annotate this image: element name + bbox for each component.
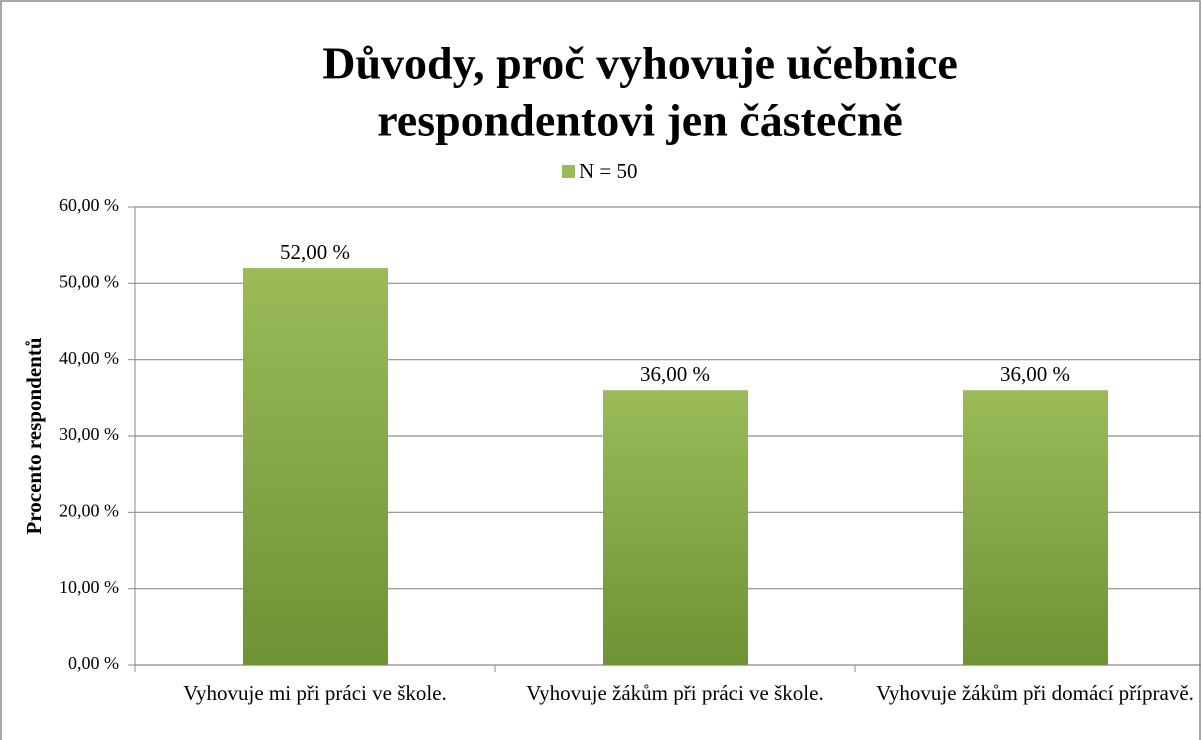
bar [963,390,1108,665]
y-tick-label: 10,00 % [59,577,119,597]
x-tick-label: Vyhovuje mi při práci ve škole. [183,681,447,705]
y-tick-label: 0,00 % [68,653,119,673]
data-label: 52,00 % [280,240,350,264]
legend-label: N = 50 [579,159,638,183]
y-axis-label: Procento respondentů [22,337,46,534]
bar [243,268,388,665]
y-tick-label: 60,00 % [59,195,119,215]
chart-title: respondentovi jen částečně [377,95,903,146]
chart-title: Důvody, proč vyhovuje učebnice [322,38,958,89]
x-tick-label: Vyhovuje žákům při práci ve škole. [526,681,824,705]
x-tick-label: Vyhovuje žákům při domácí přípravě. [876,681,1194,705]
legend-swatch [562,165,575,178]
y-tick-label: 40,00 % [59,348,119,368]
bar [603,390,748,665]
data-label: 36,00 % [1000,362,1070,386]
y-tick-label: 30,00 % [59,424,119,444]
y-tick-label: 20,00 % [59,500,119,520]
y-tick-label: 50,00 % [59,271,119,291]
data-label: 36,00 % [640,362,710,386]
